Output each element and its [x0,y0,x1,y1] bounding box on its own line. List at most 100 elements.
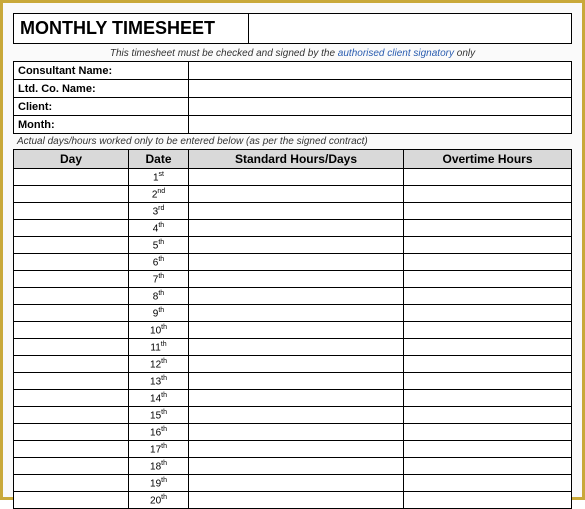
timesheet-table: Day Date Standard Hours/Days Overtime Ho… [13,149,572,509]
cell-day [14,288,129,305]
table-row: 12th [14,356,572,373]
table-row: 9th [14,305,572,322]
cell-date: 12th [129,356,189,373]
cell-day [14,441,129,458]
cell-standard [189,492,404,509]
cell-standard [189,186,404,203]
table-row: 8th [14,288,572,305]
cell-day [14,339,129,356]
cell-date: 4th [129,220,189,237]
info-row-month: Month: [14,116,572,134]
cell-day [14,407,129,424]
cell-standard [189,169,404,186]
cell-date: 5th [129,237,189,254]
cell-standard [189,220,404,237]
cell-standard [189,356,404,373]
info-row-consultant: Consultant Name: [14,62,572,80]
info-value [189,98,572,116]
info-label: Month: [14,116,189,134]
cell-day [14,203,129,220]
cell-date: 1st [129,169,189,186]
info-table: Consultant Name: Ltd. Co. Name: Client: … [13,61,572,134]
cell-standard [189,441,404,458]
cell-standard [189,288,404,305]
cell-day [14,373,129,390]
cell-standard [189,254,404,271]
cell-day [14,475,129,492]
table-row: 20th [14,492,572,509]
table-row: 5th [14,237,572,254]
cell-overtime [404,407,572,424]
cell-standard [189,390,404,407]
cell-date: 3rd [129,203,189,220]
table-row: 16th [14,424,572,441]
cell-date: 6th [129,254,189,271]
cell-overtime [404,220,572,237]
cell-date: 17th [129,441,189,458]
cell-date: 11th [129,339,189,356]
cell-standard [189,322,404,339]
info-row-company: Ltd. Co. Name: [14,80,572,98]
info-value [189,80,572,98]
cell-day [14,237,129,254]
cell-date: 19th [129,475,189,492]
cell-date: 20th [129,492,189,509]
cell-date: 10th [129,322,189,339]
cell-overtime [404,390,572,407]
cell-overtime [404,288,572,305]
sub-instruction: Actual days/hours worked only to be ente… [13,134,572,149]
cell-date: 2nd [129,186,189,203]
col-header-day: Day [14,150,129,169]
info-label: Consultant Name: [14,62,189,80]
cell-standard [189,203,404,220]
cell-overtime [404,271,572,288]
col-header-date: Date [129,150,189,169]
cell-standard [189,305,404,322]
cell-date: 16th [129,424,189,441]
instruction-suffix: only [454,48,475,59]
cell-standard [189,339,404,356]
cell-overtime [404,441,572,458]
cell-overtime [404,322,572,339]
cell-day [14,458,129,475]
cell-overtime [404,373,572,390]
table-row: 18th [14,458,572,475]
info-value [189,116,572,134]
cell-day [14,186,129,203]
table-row: 19th [14,475,572,492]
table-row: 10th [14,322,572,339]
table-row: 13th [14,373,572,390]
cell-overtime [404,356,572,373]
instruction-text: This timesheet must be checked and signe… [13,46,572,61]
cell-day [14,424,129,441]
table-row: 3rd [14,203,572,220]
cell-standard [189,373,404,390]
table-row: 11th [14,339,572,356]
col-header-standard: Standard Hours/Days [189,150,404,169]
cell-day [14,322,129,339]
cell-date: 18th [129,458,189,475]
cell-day [14,220,129,237]
table-row: 6th [14,254,572,271]
col-header-overtime: Overtime Hours [404,150,572,169]
cell-standard [189,407,404,424]
table-header-row: Day Date Standard Hours/Days Overtime Ho… [14,150,572,169]
title-empty-cell [249,14,571,43]
cell-standard [189,271,404,288]
document-title: MONTHLY TIMESHEET [14,14,249,43]
cell-date: 9th [129,305,189,322]
cell-standard [189,458,404,475]
table-row: 7th [14,271,572,288]
cell-standard [189,237,404,254]
cell-day [14,169,129,186]
cell-date: 8th [129,288,189,305]
cell-standard [189,475,404,492]
cell-date: 7th [129,271,189,288]
cell-overtime [404,254,572,271]
instruction-link: authorised client signatory [338,48,454,59]
cell-overtime [404,475,572,492]
table-row: 15th [14,407,572,424]
cell-overtime [404,339,572,356]
cell-overtime [404,169,572,186]
cell-date: 14th [129,390,189,407]
